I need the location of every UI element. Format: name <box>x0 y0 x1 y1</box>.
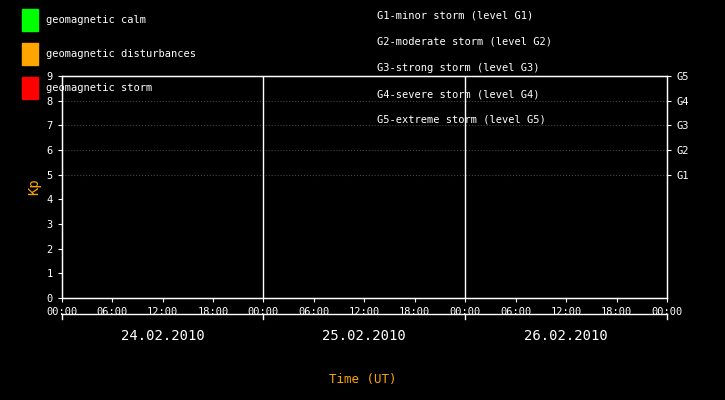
Text: geomagnetic disturbances: geomagnetic disturbances <box>46 49 196 59</box>
Text: 26.02.2010: 26.02.2010 <box>524 329 608 343</box>
Text: G3-strong storm (level G3): G3-strong storm (level G3) <box>377 63 539 73</box>
Text: geomagnetic calm: geomagnetic calm <box>46 15 146 25</box>
Y-axis label: Kp: Kp <box>27 179 41 195</box>
Text: G5-extreme storm (level G5): G5-extreme storm (level G5) <box>377 115 546 125</box>
Text: 24.02.2010: 24.02.2010 <box>120 329 204 343</box>
Text: Time (UT): Time (UT) <box>328 374 397 386</box>
Text: geomagnetic storm: geomagnetic storm <box>46 83 153 93</box>
Text: G2-moderate storm (level G2): G2-moderate storm (level G2) <box>377 37 552 47</box>
Text: G4-severe storm (level G4): G4-severe storm (level G4) <box>377 89 539 99</box>
Text: G1-minor storm (level G1): G1-minor storm (level G1) <box>377 11 534 21</box>
Text: 25.02.2010: 25.02.2010 <box>323 329 406 343</box>
